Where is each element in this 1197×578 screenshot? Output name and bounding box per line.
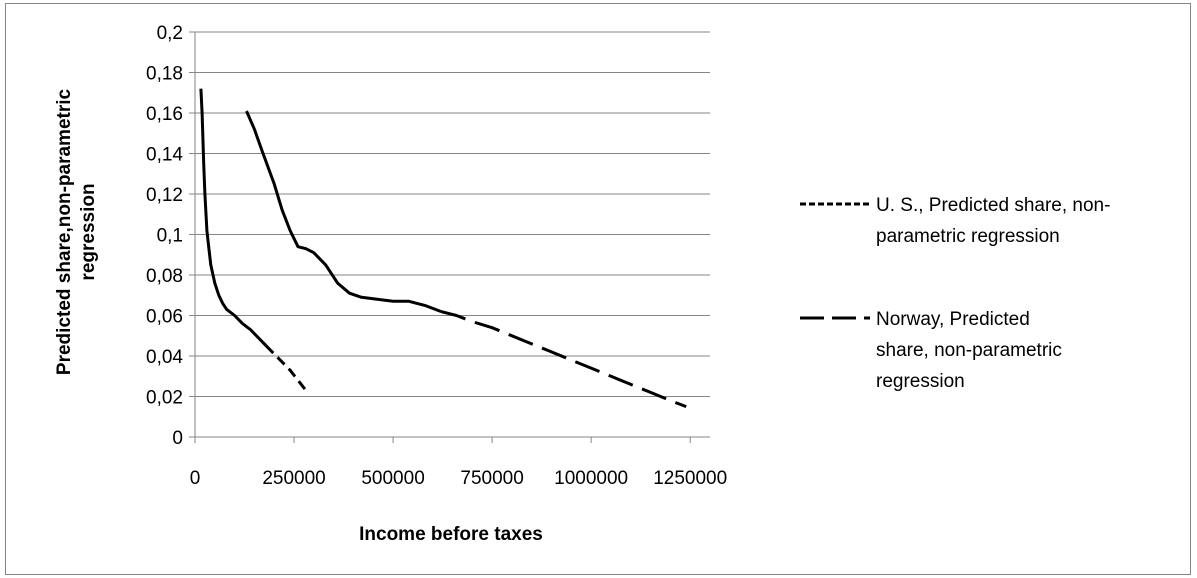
series-line-us-tail	[265, 344, 308, 392]
series-lines	[199, 88, 687, 409]
y-axis-title-line: regression	[78, 183, 99, 280]
y-tick-label: 0,02	[146, 388, 183, 409]
series-line-norway-tail	[440, 309, 687, 409]
x-tick-label: 250000	[262, 468, 325, 489]
y-tick-label: 0,16	[146, 104, 183, 125]
y-tick-label: 0,18	[146, 64, 183, 85]
y-axis-title-line: Predicted share,non-parametric	[54, 88, 75, 375]
legend-label-norway: share, non-parametric	[876, 340, 1062, 361]
x-tick-label: 500000	[361, 468, 424, 489]
legend-label-us: parametric regression	[876, 226, 1060, 247]
y-tick-label: 0	[172, 428, 183, 449]
x-axis-title: Income before taxes	[359, 524, 543, 545]
x-tick-label: 0	[190, 468, 201, 489]
series-line-norway	[245, 110, 442, 313]
y-tick-label: 0,14	[146, 145, 183, 166]
legend-label-us: U. S., Predicted share, non-	[876, 195, 1110, 216]
legend-label-norway: Norway, Predicted	[876, 309, 1030, 330]
y-tick-label: 0,08	[146, 266, 183, 287]
y-axis-title: Predicted share,non-parametric regression	[54, 88, 99, 375]
y-tick-label: 0,06	[146, 307, 183, 328]
x-tick-label: 1000000	[554, 468, 628, 489]
y-tick-label: 0,1	[157, 226, 183, 247]
y-tick-label: 0,04	[146, 347, 183, 368]
x-tick-label: 1250000	[653, 468, 727, 489]
series-line-us	[199, 88, 268, 347]
x-tick-label: 750000	[460, 468, 523, 489]
y-tick-label: 0,12	[146, 185, 183, 206]
legend: U. S., Predicted share, non-parametric r…	[800, 195, 1110, 392]
gridlines	[195, 31, 710, 397]
y-tick-label: 0,2	[157, 23, 183, 44]
axes: 0 0,02 0,04 0,06 0,08 0,1 0,12 0,14 0,16 0,18 0,2 0…	[146, 23, 727, 489]
legend-label-norway: regression	[876, 371, 965, 392]
